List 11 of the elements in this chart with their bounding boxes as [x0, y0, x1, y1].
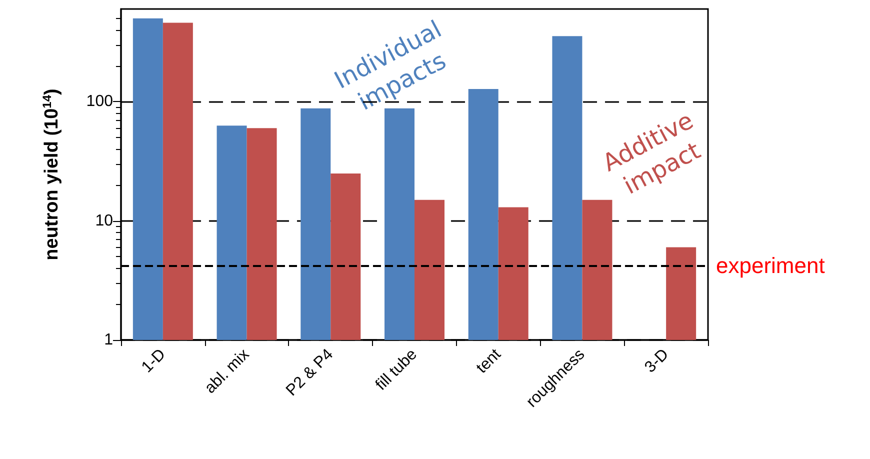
y-tick-label: 10 — [95, 212, 114, 230]
x-tick-label: tent — [473, 346, 505, 377]
y-axis-title: neutron yield (1014) — [40, 88, 62, 260]
y-tick-label: 100 — [86, 93, 114, 110]
ref-line-label: experiment — [716, 253, 825, 278]
x-tick-label: P2 & P4 — [283, 346, 337, 400]
x-tick-label: 1-D — [138, 346, 169, 376]
x-tick-label: 3-D — [642, 346, 672, 376]
y-tick-label: 1 — [104, 332, 114, 348]
x-tick-label: fill tube — [372, 346, 421, 394]
x-tick-label: abl. mix — [202, 346, 253, 397]
